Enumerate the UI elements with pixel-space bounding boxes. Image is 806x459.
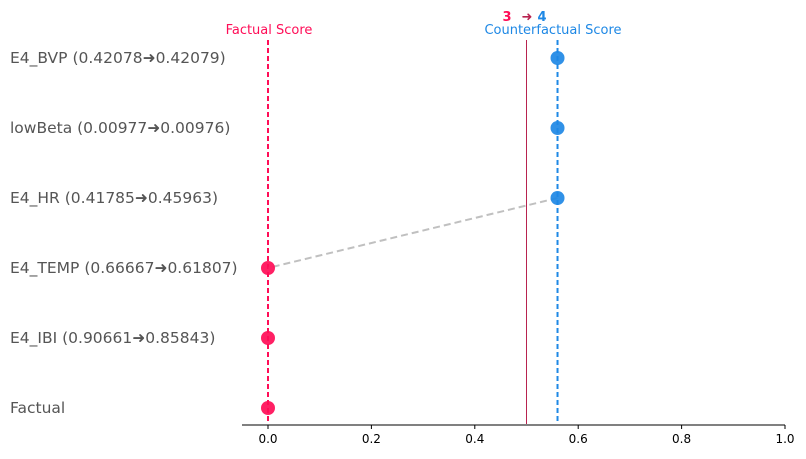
feature-label: Factual — [10, 399, 65, 417]
feature-label: E4_HR (0.41785➜0.45963) — [10, 189, 218, 208]
class-arrow-label: ➜ — [522, 10, 533, 25]
x-tick-label: 1.0 — [775, 432, 794, 446]
class-to-label: 4 — [537, 10, 546, 25]
counterfactual-point — [550, 121, 565, 135]
factual-point — [261, 331, 275, 345]
data-points — [261, 51, 565, 415]
x-tick-label: 0.8 — [672, 432, 691, 446]
factual-point — [261, 401, 275, 415]
factual-point — [261, 261, 275, 275]
reference-lines — [267, 40, 559, 424]
x-tick-label: 0.2 — [362, 432, 381, 446]
counterfactual-score-label: Counterfactual Score — [484, 23, 621, 38]
feature-label: E4_BVP (0.42078➜0.42079) — [10, 49, 226, 68]
counterfactual-point — [550, 51, 565, 65]
feature-label: E4_IBI (0.90661➜0.85843) — [10, 329, 215, 348]
feature-labels: E4_BVP (0.42078➜0.42079) lowBeta (0.00977… — [10, 49, 238, 417]
feature-label: lowBeta (0.00977➜0.00976) — [10, 119, 230, 137]
x-tick-label: 0.6 — [569, 432, 588, 446]
connector-line — [267, 197, 558, 269]
feature-label: E4_TEMP (0.66667➜0.61807) — [10, 259, 238, 278]
x-tick-label: 0.4 — [465, 432, 484, 446]
class-from-label: 3 — [502, 10, 511, 25]
x-axis: 0.0 0.2 0.4 0.6 0.8 1.0 — [242, 424, 795, 446]
x-tick-label: 0.0 — [258, 432, 277, 446]
chart-header: Factual Score Counterfactual Score 3 ➜ 4 — [226, 10, 622, 38]
counterfactual-point — [550, 191, 565, 205]
factual-score-label: Factual Score — [226, 23, 313, 38]
